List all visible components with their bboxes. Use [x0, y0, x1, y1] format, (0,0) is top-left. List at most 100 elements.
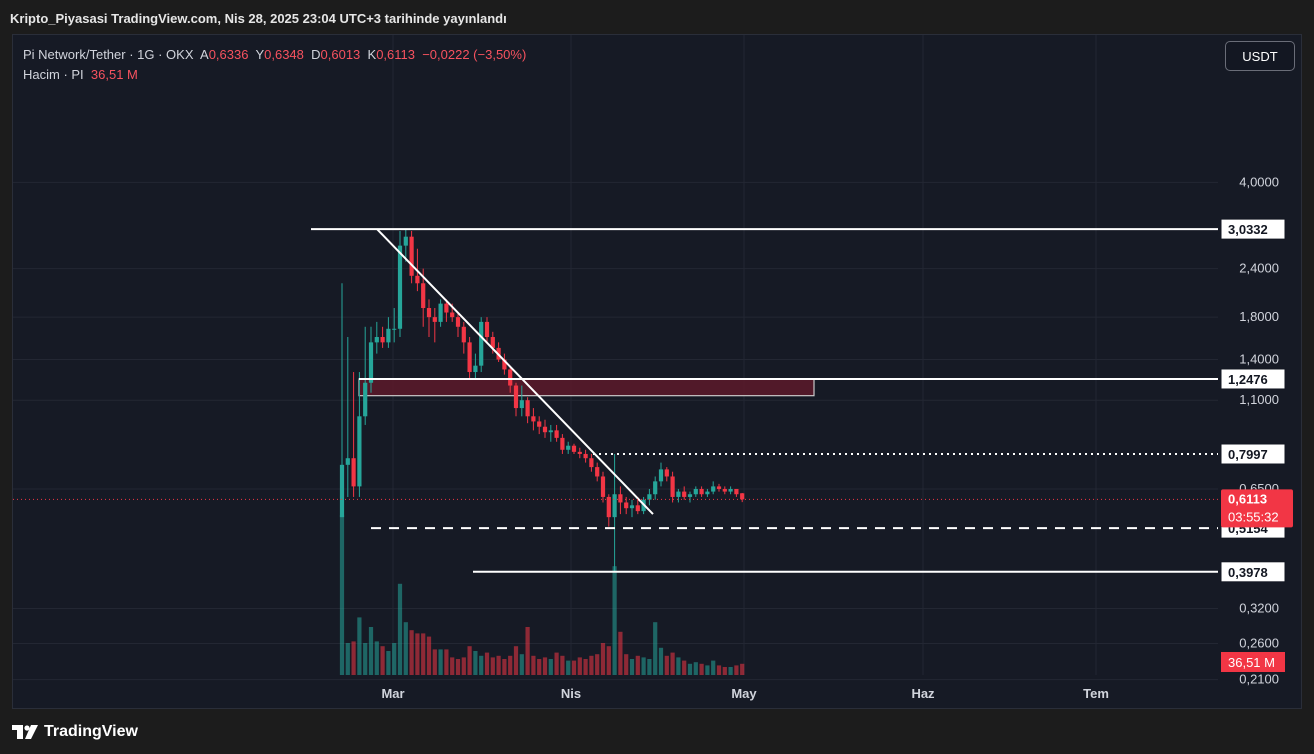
candle-body [421, 283, 426, 309]
candle-body [554, 430, 559, 438]
candle-body [548, 430, 553, 433]
candle-body [537, 421, 542, 427]
candle-body [566, 445, 571, 450]
x-tick-label: Mar [381, 686, 404, 701]
volume-bar [635, 655, 640, 675]
level-tag-label: 3,0332 [1228, 222, 1268, 237]
candle-body [635, 505, 640, 512]
x-tick-label: Haz [911, 686, 935, 701]
currency-button[interactable]: USDT [1225, 41, 1295, 71]
tradingview-brand: TradingView [44, 723, 138, 740]
volume-tag-label: 36,51 M [1228, 655, 1275, 670]
volume-bar [693, 662, 698, 675]
volume-bar [600, 643, 606, 675]
tradingview-logo[interactable]: TradingView [12, 723, 138, 741]
y-tick-label: 1,8000 [1239, 309, 1279, 324]
high-value: 0,6348 [264, 47, 304, 62]
level-tag [1220, 561, 1286, 583]
candle-body [426, 308, 432, 318]
volume-bar [415, 633, 420, 675]
candle-body [612, 494, 617, 518]
price-chart[interactable]: 4,00002,40001,80001,40001,10000,65000,32… [13, 35, 1302, 709]
candle-body [444, 303, 449, 313]
x-tick-label: Tem [1083, 686, 1109, 701]
volume-bar [479, 655, 484, 675]
candle-body [409, 236, 414, 276]
candle-body [571, 445, 577, 452]
volume-bar [461, 657, 466, 675]
candle-body [618, 494, 623, 503]
candle-body [438, 303, 443, 322]
tradingview-mark-icon [12, 725, 38, 739]
volume-bar [606, 646, 611, 675]
candle-body [531, 416, 536, 422]
chart-panel[interactable]: 4,0000 2,4000 1,8000 1,4000 1,1000 0,6500 0,32… [12, 34, 1302, 709]
candle-body [519, 400, 524, 409]
volume-bar [432, 649, 437, 675]
candle-body [705, 491, 710, 495]
volume-bar [392, 643, 397, 675]
candle-body [687, 494, 693, 497]
volume-bar [467, 646, 472, 675]
chart-legend: Pi Network/Tether · 1G · OKX A0,6336 Y0,… [23, 45, 526, 85]
volume-bar [363, 643, 368, 675]
candle-body [670, 476, 675, 497]
volume-bar [670, 652, 675, 675]
candle-body [357, 416, 362, 487]
volume-label[interactable]: Hacim · PI [23, 67, 84, 82]
countdown-label: 03:55:32 [1228, 509, 1279, 524]
last-price-label: 0,6113 [1228, 491, 1267, 506]
candle-body [392, 328, 397, 330]
last-price-tag [1221, 489, 1293, 528]
low-label: D [311, 47, 321, 62]
candle-body [450, 312, 455, 318]
y-tick-label: 0,3200 [1239, 601, 1279, 616]
volume-bar [450, 657, 455, 675]
volume-bar [548, 659, 553, 675]
volume-value: 36,51 M [90, 67, 138, 82]
candle-body [368, 342, 374, 383]
candle-body [693, 488, 698, 495]
level-tag [1220, 218, 1286, 240]
volume-bar [664, 655, 669, 675]
volume-bar [537, 659, 542, 675]
publish-line: Kripto_Piyasasi TradingView.com, Nis 28,… [10, 11, 507, 26]
candle-body [664, 469, 669, 477]
volume-bar [426, 636, 432, 675]
candle-body [595, 467, 600, 477]
y-tick-label: 0,1700 [1239, 707, 1279, 709]
candle-body [386, 328, 391, 343]
symbol-label[interactable]: Pi Network/Tether · 1G · OKX [23, 47, 194, 62]
volume-bar [386, 651, 391, 675]
volume-bar [403, 622, 408, 675]
volume-bar [380, 646, 385, 675]
candle-body [455, 317, 461, 327]
volume-bar [728, 667, 733, 675]
volume-bar [374, 641, 379, 675]
volume-bar [397, 583, 403, 675]
trendline [376, 228, 654, 515]
volume-bar [740, 663, 745, 675]
y-tick-label: 1,4000 [1239, 352, 1279, 367]
candle-body [629, 505, 635, 509]
volume-bar [577, 657, 582, 675]
volume-bar [351, 641, 356, 675]
candle-body [682, 491, 687, 497]
volume-bar [711, 660, 716, 675]
candle-body [653, 481, 658, 495]
candle-body [525, 400, 530, 417]
volume-bar [542, 657, 548, 675]
candle-body [699, 488, 704, 495]
volume-bar [653, 622, 658, 675]
candle-body [403, 236, 408, 246]
candle-body [467, 342, 472, 373]
volume-bar [473, 651, 478, 675]
volume-bar [554, 652, 559, 675]
volume-bar [560, 655, 565, 675]
candle-body [513, 385, 519, 409]
candle-body [658, 469, 664, 482]
volume-bar [682, 660, 687, 675]
volume-bar [513, 646, 519, 675]
candle-body [502, 359, 507, 370]
y-tick-label: 4,0000 [1239, 174, 1279, 189]
